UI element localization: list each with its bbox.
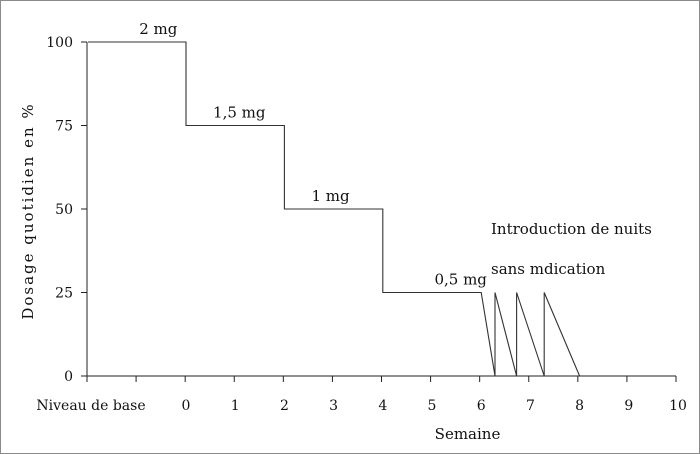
y-axis-label: Dosage quotidien en % <box>19 102 37 319</box>
x-tick-label: 2 <box>280 398 289 414</box>
tick-labels: 0 25 50 75 100 Niveau de base 0 1 2 3 4 5 6 7 8 9 10 <box>36 35 687 414</box>
y-tick-label: 0 <box>64 369 73 385</box>
step-label: 2 mg <box>139 20 178 38</box>
x-axis-label: Semaine <box>435 425 501 443</box>
x-tick-label: 1 <box>231 398 240 414</box>
step-label: 0,5 mg <box>434 271 487 289</box>
y-tick-label: 25 <box>55 286 73 302</box>
x-tick-label: 10 <box>669 398 687 414</box>
step-label: 1,5 mg <box>213 104 266 122</box>
x-tick-label: 7 <box>526 398 535 414</box>
x-tick-label: Niveau de base <box>36 398 145 414</box>
x-tick-label: 0 <box>182 398 191 414</box>
y-tick-label: 75 <box>55 119 73 135</box>
dosage-line <box>88 41 581 377</box>
labels: 2 mg 1,5 mg 1 mg 0,5 mg Introduction de nuit… <box>139 20 652 289</box>
x-tick-label: 4 <box>378 398 387 414</box>
x-tick-label: 3 <box>329 398 338 414</box>
x-tick-label: 5 <box>428 398 437 414</box>
step-label: 1 mg <box>311 187 350 205</box>
y-tick-label: 50 <box>55 202 73 218</box>
annotation-text: sans mdication <box>491 260 606 278</box>
y-tick-label: 100 <box>46 35 73 51</box>
x-tick-label: 9 <box>624 398 633 414</box>
series <box>88 41 581 377</box>
annotation-text: Introduction de nuits <box>491 220 652 238</box>
x-tick-label: 8 <box>575 398 584 414</box>
x-tick-label: 6 <box>477 398 486 414</box>
